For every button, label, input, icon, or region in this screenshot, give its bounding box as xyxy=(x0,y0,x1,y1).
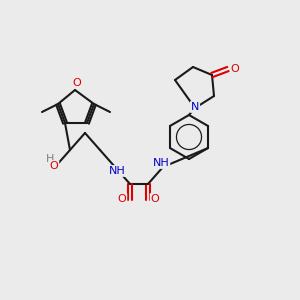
Text: NH: NH xyxy=(153,158,169,168)
Text: O: O xyxy=(151,194,159,204)
Text: O: O xyxy=(50,161,58,171)
Text: N: N xyxy=(191,102,199,112)
Text: O: O xyxy=(118,194,126,204)
Text: NH: NH xyxy=(109,166,125,176)
Text: O: O xyxy=(73,78,81,88)
Text: O: O xyxy=(231,64,239,74)
Text: H: H xyxy=(46,154,54,164)
